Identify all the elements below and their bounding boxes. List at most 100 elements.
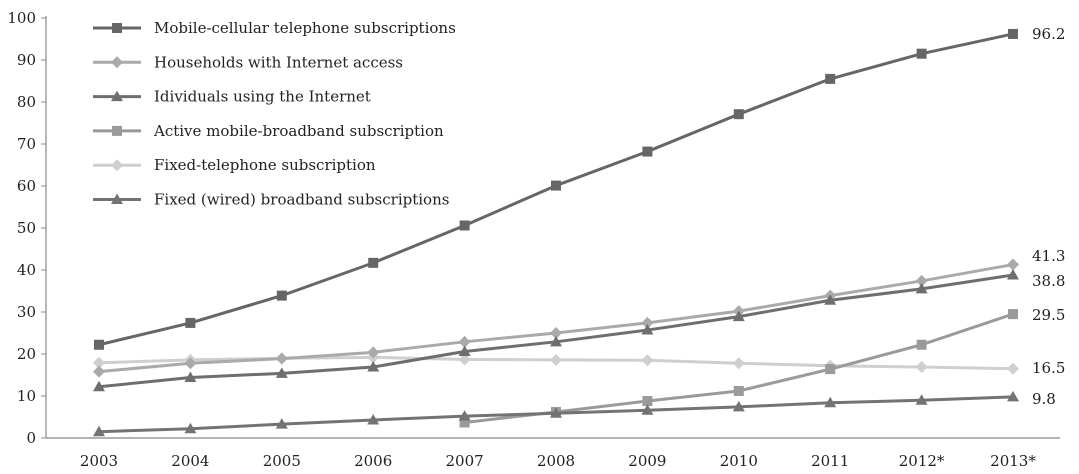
x-tick-label: 2003 <box>80 452 118 470</box>
legend-label: Active mobile-broadband subscription <box>153 122 444 140</box>
x-tick-label: 2010 <box>720 452 758 470</box>
data-point <box>93 365 105 378</box>
data-point <box>916 48 927 59</box>
y-tick-label: 50 <box>17 219 36 237</box>
x-tick-label: 2009 <box>628 452 666 470</box>
series-group <box>93 269 1019 392</box>
data-point <box>916 339 927 350</box>
legend-swatch-marker <box>111 90 123 102</box>
data-point <box>550 353 562 366</box>
end-value-label: 29.5 <box>1032 306 1065 324</box>
data-point <box>915 361 928 374</box>
data-point <box>93 380 105 392</box>
legend-swatch-marker <box>111 193 123 204</box>
x-tick-label: 2013* <box>990 452 1036 470</box>
y-tick-label: 90 <box>17 51 36 69</box>
data-point <box>276 290 287 301</box>
data-point <box>641 316 654 329</box>
data-point <box>642 396 653 407</box>
data-point <box>458 335 471 348</box>
data-point <box>733 109 744 120</box>
data-point <box>367 361 380 372</box>
data-point <box>458 410 471 421</box>
data-point <box>458 353 471 366</box>
end-value-label: 38.8 <box>1032 272 1065 290</box>
data-point <box>185 317 196 328</box>
data-point <box>824 396 837 408</box>
x-tick-label: 2012* <box>899 452 945 470</box>
data-point <box>459 220 470 231</box>
data-point <box>825 364 836 375</box>
end-value-label: 41.3 <box>1032 247 1065 265</box>
x-tick-label: 2007 <box>446 452 484 470</box>
y-tick-label: 60 <box>17 177 36 195</box>
data-point <box>825 73 836 84</box>
data-point <box>732 400 745 412</box>
data-point <box>1008 309 1018 320</box>
data-point <box>1008 28 1018 39</box>
x-tick-label: 2004 <box>171 452 209 470</box>
data-point <box>550 335 562 347</box>
data-point <box>733 385 744 396</box>
x-tick-label: 2006 <box>354 452 392 470</box>
data-point <box>550 327 562 339</box>
legend-label: Idividuals using the Internet <box>154 88 371 106</box>
data-point <box>551 180 561 191</box>
end-labels: 96.2 41.3 38.8 29.5 16.5 9.8 <box>1032 25 1065 408</box>
data-point <box>93 356 105 369</box>
legend-label: Fixed (wired) broadband subscriptions <box>154 191 449 209</box>
data-point <box>550 407 562 418</box>
y-tick-label: 30 <box>17 303 36 321</box>
data-point <box>641 324 654 335</box>
legend-label: Mobile-cellular telephone subscriptions <box>154 19 456 37</box>
data-point <box>915 394 928 405</box>
data-point <box>94 339 104 350</box>
data-point <box>642 146 653 157</box>
legend-swatch-marker <box>111 159 123 172</box>
data-point <box>275 367 288 378</box>
data-point <box>93 425 105 437</box>
legend-swatch-marker <box>112 23 122 33</box>
y-tick-label: 10 <box>17 387 36 405</box>
data-point <box>641 354 654 367</box>
data-point <box>1007 269 1019 280</box>
y-tick-label: 70 <box>17 135 36 153</box>
data-point <box>367 413 380 425</box>
data-point <box>1007 390 1019 402</box>
y-tick-label: 20 <box>17 345 36 363</box>
data-point <box>275 352 288 365</box>
y-tick-label: 80 <box>17 93 36 111</box>
data-point <box>458 345 471 356</box>
end-value-label: 16.5 <box>1032 359 1065 377</box>
end-value-label: 96.2 <box>1032 25 1065 43</box>
data-point <box>275 418 288 429</box>
y-tick-label: 40 <box>17 261 36 279</box>
legend-label: Households with Internet access <box>154 53 403 71</box>
data-point <box>1007 362 1019 375</box>
data-point <box>459 417 470 428</box>
data-point <box>732 310 745 322</box>
data-point <box>732 357 745 370</box>
end-value-label: 9.8 <box>1032 390 1056 408</box>
data-point <box>915 282 928 294</box>
legend-swatch-marker <box>111 56 123 69</box>
data-point <box>641 404 654 415</box>
legend-label: Fixed-telephone subscription <box>154 156 376 174</box>
chart-legend: Mobile-cellular telephone subscriptions H… <box>93 19 456 209</box>
series-group <box>93 390 1019 437</box>
data-point <box>368 257 379 268</box>
x-tick-label: 2005 <box>263 452 301 470</box>
y-tick-label: 0 <box>26 429 36 447</box>
data-point <box>184 422 197 434</box>
data-point <box>824 294 837 305</box>
plot-area <box>93 28 1019 437</box>
legend-swatch-marker <box>112 125 122 136</box>
chart-axes: 0 10 20 30 40 50 60 70 80 90 100 2003 2004 2005 2006 20… <box>7 9 1060 470</box>
x-tick-label: 2011 <box>811 452 849 470</box>
x-tick-label: 2008 <box>537 452 575 470</box>
series-group <box>94 28 1018 350</box>
data-point <box>184 371 197 383</box>
data-point <box>184 357 197 370</box>
y-tick-label: 100 <box>7 9 36 27</box>
